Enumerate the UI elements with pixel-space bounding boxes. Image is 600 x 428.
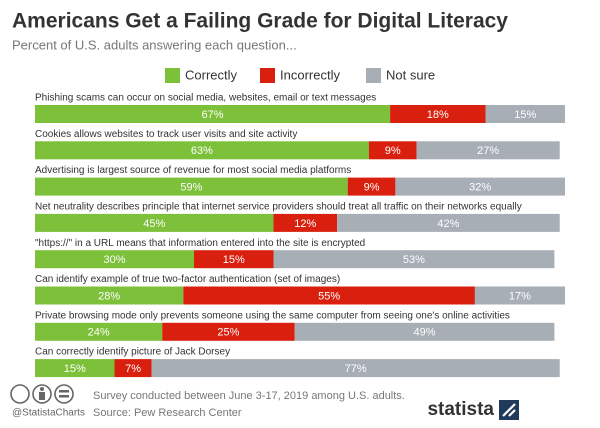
value-label: 15% <box>64 363 86 375</box>
bar-segment <box>416 141 560 160</box>
value-label: 77% <box>345 363 367 375</box>
source: Source: Pew Research Center <box>93 407 242 419</box>
legend-swatch <box>366 68 381 83</box>
question-label: Phishing scams can occur on social media… <box>35 93 376 104</box>
value-label: 28% <box>98 290 120 302</box>
bar-segment <box>347 177 396 196</box>
bar-segment <box>485 105 565 123</box>
question-label: Can correctly identify picture of Jack D… <box>35 347 230 358</box>
question-label: Advertising is largest source of revenue… <box>35 165 351 176</box>
question-label: Can identify example of true two-factor … <box>35 274 340 285</box>
legend-swatch <box>165 68 180 83</box>
legend-label: Not sure <box>386 67 435 82</box>
note: Survey conducted between June 3-17, 2019… <box>93 390 405 402</box>
credit: @StatistaCharts <box>12 408 85 419</box>
question-label: Cookies allows websites to track user vi… <box>35 129 297 140</box>
value-label: 9% <box>364 182 380 194</box>
legend-swatch <box>260 68 275 83</box>
value-label: 55% <box>318 290 340 302</box>
bar-segment <box>337 213 560 232</box>
value-label: 15% <box>223 254 245 266</box>
bar-segment <box>35 213 274 232</box>
value-label: 15% <box>514 109 536 121</box>
bar-segment <box>273 250 555 269</box>
bar-segment <box>395 177 565 196</box>
bar-segment <box>35 250 194 269</box>
value-label: 49% <box>414 327 436 339</box>
value-label: 9% <box>385 145 401 157</box>
bar-segment <box>35 286 184 305</box>
bar-segment <box>194 250 274 269</box>
legend-label: Incorrectly <box>280 67 340 82</box>
value-label: 27% <box>477 145 499 157</box>
value-label: 67% <box>202 109 224 121</box>
bar-segment <box>35 177 348 196</box>
bar-segment <box>183 286 475 305</box>
value-label: 32% <box>469 182 491 194</box>
bar-segment <box>474 286 565 305</box>
bar-segment <box>294 322 555 341</box>
question-label: "https://" in a URL means that informati… <box>35 238 365 249</box>
brand: statista <box>427 399 494 420</box>
bar-segment <box>151 359 560 378</box>
brand-logo <box>499 400 519 420</box>
legend-label: Correctly <box>185 67 238 82</box>
bar-segment <box>390 105 486 123</box>
bar-segment <box>162 322 295 341</box>
bar-segment <box>35 359 115 378</box>
cc-icons <box>10 384 74 404</box>
bar-segment <box>368 141 417 160</box>
bar-segment <box>273 213 338 232</box>
value-label: 45% <box>143 218 165 230</box>
value-label: 12% <box>294 218 316 230</box>
bar-segment <box>35 322 163 341</box>
value-label: 53% <box>403 254 425 266</box>
question-label: Net neutrality describes principle that … <box>35 202 522 213</box>
value-label: 30% <box>103 254 125 266</box>
bar-segment <box>35 105 391 123</box>
value-label: 42% <box>437 218 459 230</box>
value-label: 17% <box>509 290 531 302</box>
chart-subtitle: Percent of U.S. adults answering each qu… <box>12 37 297 52</box>
chart-title: Americans Get a Failing Grade for Digita… <box>12 10 508 33</box>
value-label: 25% <box>217 327 239 339</box>
question-label: Private browsing mode only prevents some… <box>35 310 510 321</box>
bar-segment <box>114 359 152 378</box>
value-label: 63% <box>191 145 213 157</box>
bar-segment <box>35 141 369 160</box>
value-label: 24% <box>88 327 110 339</box>
value-label: 18% <box>427 109 449 121</box>
value-label: 59% <box>180 182 202 194</box>
value-label: 7% <box>125 363 141 375</box>
